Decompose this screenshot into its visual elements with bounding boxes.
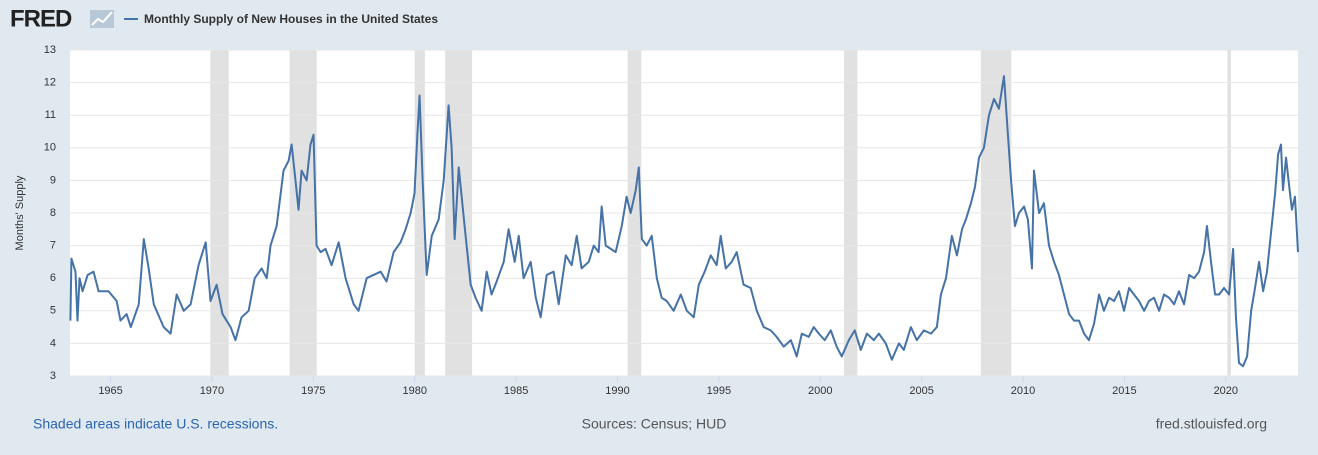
series-line bbox=[69, 75, 1299, 368]
y-tick-label: 11 bbox=[45, 109, 56, 121]
note: Shaded areas indicate U.S. recessions. bbox=[33, 416, 278, 432]
x-tick-label: 1990 bbox=[605, 385, 629, 397]
x-tick-label: 1980 bbox=[402, 385, 426, 397]
x-tick-label: 1965 bbox=[98, 385, 122, 397]
y-axis-label: Months' Supply bbox=[14, 175, 26, 250]
y-tick-label: 12 bbox=[44, 77, 56, 89]
x-tick-label: 2020 bbox=[1214, 385, 1238, 397]
x-tick-label: 2000 bbox=[808, 385, 832, 397]
x-tick-label: 1985 bbox=[504, 385, 528, 397]
y-tick-label: 3 bbox=[50, 370, 56, 382]
y-tick-label: 8 bbox=[50, 207, 56, 219]
y-tick-label: 7 bbox=[50, 240, 56, 252]
logo-icon-line bbox=[91, 11, 113, 26]
logo-icon bbox=[90, 10, 114, 28]
y-tick-label: 6 bbox=[50, 272, 56, 284]
logo: FRED bbox=[10, 5, 72, 32]
x-tick-label: 2010 bbox=[1011, 385, 1035, 397]
x-tick-label: 1995 bbox=[707, 385, 731, 397]
x-tick-label: 2005 bbox=[909, 385, 933, 397]
x-tick-label: 1975 bbox=[301, 385, 325, 397]
site: fred.stlouisfed.org bbox=[1156, 416, 1267, 432]
x-tick-label: 1970 bbox=[200, 385, 224, 397]
y-tick-label: 9 bbox=[50, 174, 56, 186]
y-tick-label: 4 bbox=[50, 337, 56, 349]
legend-label: Monthly Supply of New Houses in the Unit… bbox=[144, 12, 438, 26]
y-tick-label: 10 bbox=[44, 142, 56, 154]
source: Sources: Census; HUD bbox=[582, 416, 727, 432]
x-tick-label: 2015 bbox=[1112, 385, 1136, 397]
y-tick-label: 5 bbox=[50, 305, 56, 317]
y-tick-label: 13 bbox=[44, 44, 56, 56]
